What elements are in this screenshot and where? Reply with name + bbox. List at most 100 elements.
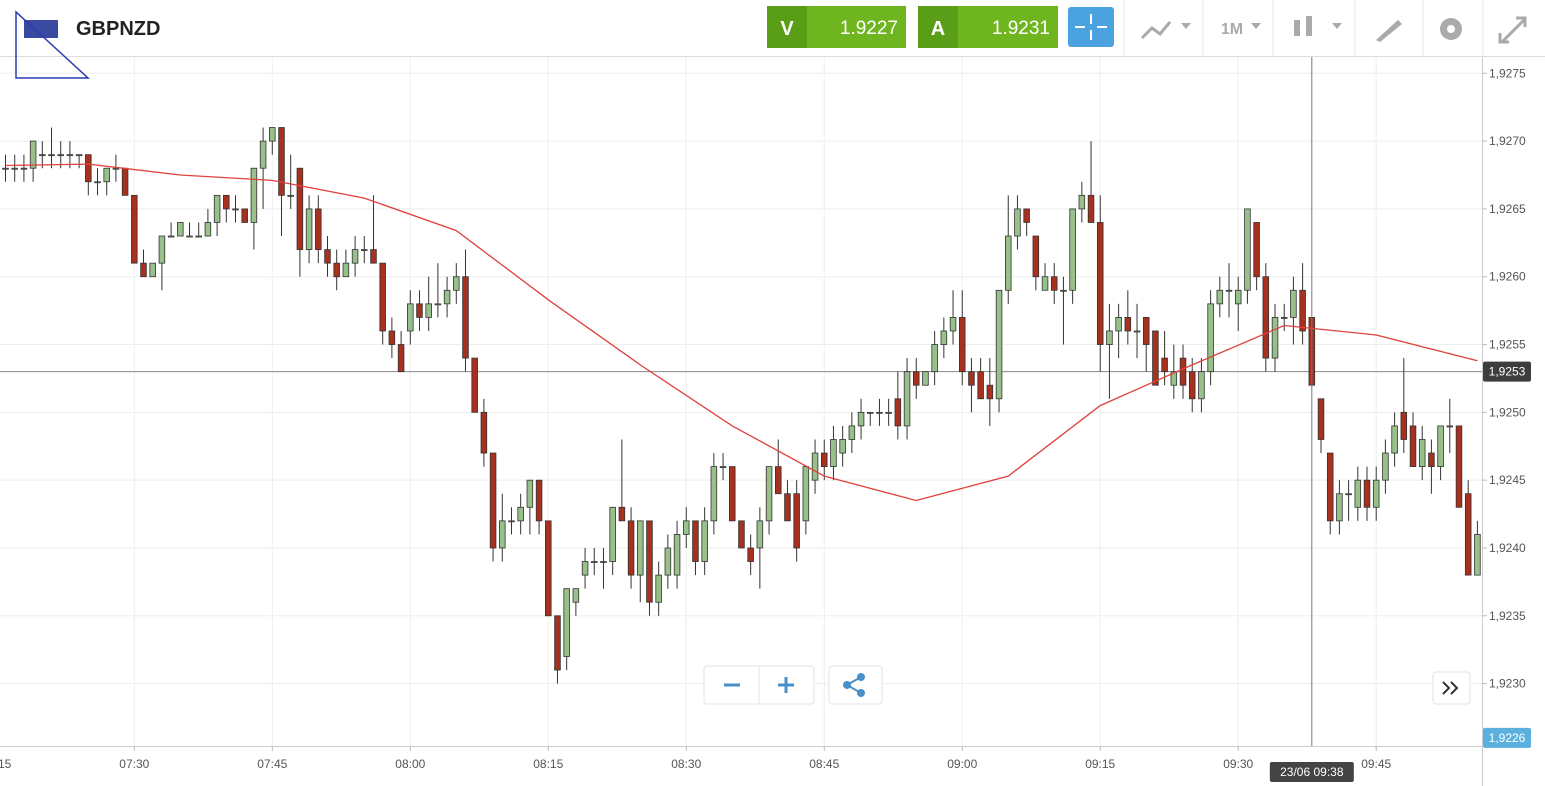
candle-body <box>1069 208 1076 291</box>
candle-body <box>2 167 9 170</box>
candle-body <box>1216 289 1224 305</box>
candle-body <box>618 506 626 522</box>
y-tick-label: 1,9245 <box>1489 473 1526 487</box>
candle-body <box>29 140 37 169</box>
candle-body <box>839 439 846 454</box>
scroll-end-button[interactable] <box>1432 671 1471 705</box>
candle-body <box>683 520 690 535</box>
candle-body <box>388 330 396 345</box>
candle-body <box>158 235 166 264</box>
candle-body <box>232 208 239 211</box>
buy-price: 1.9231 <box>992 18 1050 39</box>
candle-body <box>995 289 1003 400</box>
crosshair-label: 23/06 09:38 <box>1280 765 1344 779</box>
y-tick-label: 1,9270 <box>1489 134 1526 148</box>
candle-body <box>1124 317 1132 332</box>
fullscreen-icon[interactable] <box>1498 16 1527 44</box>
scroll-end-icon <box>1442 681 1459 695</box>
chart-type-icon[interactable] <box>1140 21 1172 40</box>
candle-body <box>857 411 865 427</box>
candle-body <box>609 506 616 562</box>
x-tick-label: 07:15 <box>0 757 12 771</box>
candle-body <box>1225 289 1233 292</box>
candle-body <box>1032 235 1040 278</box>
dropdown-arrow <box>1332 23 1342 29</box>
price-tag-bg <box>1483 361 1531 382</box>
x-tick-label: 07:45 <box>257 757 287 771</box>
candle-body <box>1253 222 1260 278</box>
zoom-in-button[interactable] <box>778 677 794 693</box>
candle-body <box>1133 330 1141 333</box>
candle-body <box>351 249 359 264</box>
draw-icon[interactable] <box>1376 20 1402 42</box>
candle-body <box>554 615 561 671</box>
x-tick-label: 08:30 <box>671 757 701 771</box>
share-button[interactable] <box>828 665 883 705</box>
candle-body <box>489 452 497 549</box>
candle-body <box>361 249 368 251</box>
candle-icon[interactable] <box>1294 20 1300 36</box>
candle-body <box>1317 398 1325 440</box>
candle-body <box>940 330 948 345</box>
x-tick-label: 08:15 <box>533 757 563 771</box>
bid-tag-bg <box>1483 727 1531 748</box>
plot-area <box>0 57 1482 746</box>
candle-body <box>1299 289 1306 332</box>
candle-body <box>719 466 727 469</box>
candle-body <box>811 452 819 481</box>
candle-body <box>39 154 46 157</box>
sell-price: 1.9227 <box>840 18 898 39</box>
candle-body <box>701 520 708 562</box>
sell-label: V <box>780 18 794 40</box>
candle-body <box>416 303 423 318</box>
candle-body <box>499 520 506 549</box>
candle-body <box>1234 289 1242 305</box>
candle-body <box>305 208 313 250</box>
candle-body <box>204 222 212 237</box>
candle-body <box>131 194 138 264</box>
dropdown-arrow <box>1181 23 1191 29</box>
x-tick-label: 09:00 <box>947 757 977 771</box>
candle-body <box>20 167 28 170</box>
candle-body <box>1382 452 1389 481</box>
timeframe[interactable]: 1M <box>1221 21 1243 38</box>
candle-body <box>1455 425 1463 508</box>
candle-body <box>894 398 902 427</box>
candle-body <box>1271 317 1279 359</box>
candle-body <box>958 317 966 373</box>
crosshair-label-bg <box>1269 762 1354 782</box>
share-lines <box>846 676 862 694</box>
candle-body <box>885 411 892 414</box>
bid-tag: 1,9226 <box>1489 731 1526 745</box>
candle-body <box>1096 222 1104 345</box>
candle-body <box>186 235 193 238</box>
candle-body <box>269 127 276 142</box>
candle-body <box>112 167 120 170</box>
candle-body <box>866 411 874 414</box>
candle-body <box>591 561 598 563</box>
candle-body <box>1446 425 1454 428</box>
crosshair-icon <box>1075 14 1107 40</box>
candle-body <box>830 439 837 468</box>
candle-body <box>1115 317 1122 332</box>
candle-body <box>480 411 488 454</box>
candle-body <box>11 167 18 170</box>
crosshair-button[interactable] <box>1068 7 1114 47</box>
candle-body <box>977 371 984 400</box>
candle-icon <box>1306 16 1312 36</box>
corner-marker <box>15 10 90 79</box>
candle-body <box>195 235 202 238</box>
candle-body <box>287 194 294 197</box>
candle-body <box>1409 425 1417 468</box>
candle-body <box>1354 479 1362 508</box>
candle-body <box>1050 276 1058 291</box>
candle-body <box>342 262 350 278</box>
y-tick-label: 1,9265 <box>1489 202 1526 216</box>
candle-body <box>784 493 791 522</box>
candle-body <box>655 574 662 603</box>
x-tick-label: 08:00 <box>395 757 425 771</box>
candle-body <box>278 127 285 196</box>
candle-body <box>526 479 534 508</box>
candle-body <box>177 222 184 237</box>
